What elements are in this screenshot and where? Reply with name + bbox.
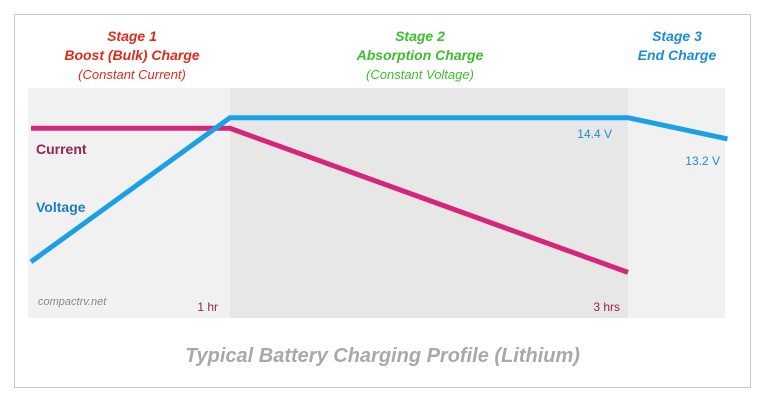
stage-1-name: Boost (Bulk) Charge: [64, 47, 200, 63]
stage-3-name: End Charge: [637, 47, 717, 63]
stage-3-title: Stage 3: [652, 28, 702, 44]
stage-2-name: Absorption Charge: [356, 47, 484, 63]
x-tick-label-3hrs: 3 hrs: [593, 300, 620, 314]
stage-1-title: Stage 1: [107, 28, 157, 44]
stage-3-header: Stage 3 End Charge: [612, 27, 742, 65]
x-tick-label-1hr: 1 hr: [197, 300, 218, 314]
series-line-current: [31, 125, 629, 275]
chart-caption: Typical Battery Charging Profile (Lithiu…: [185, 345, 580, 367]
stage-1-header: Stage 1 Boost (Bulk) Charge (Constant Cu…: [42, 27, 222, 84]
annotation-13-2v: 13.2 V: [685, 154, 720, 168]
watermark-text: compactrv.net: [38, 296, 107, 308]
series-label-current: Current: [36, 141, 87, 157]
series-label-voltage: Voltage: [36, 199, 86, 215]
annotation-14-4v: 14.4 V: [577, 127, 612, 141]
stage-2-detail: (Constant Voltage): [366, 67, 474, 82]
series-line-voltage: [29, 115, 729, 264]
stage-2-header: Stage 2 Absorption Charge (Constant Volt…: [300, 27, 540, 84]
stage-2-title: Stage 2: [395, 28, 445, 44]
stage-1-detail: (Constant Current): [78, 67, 186, 82]
